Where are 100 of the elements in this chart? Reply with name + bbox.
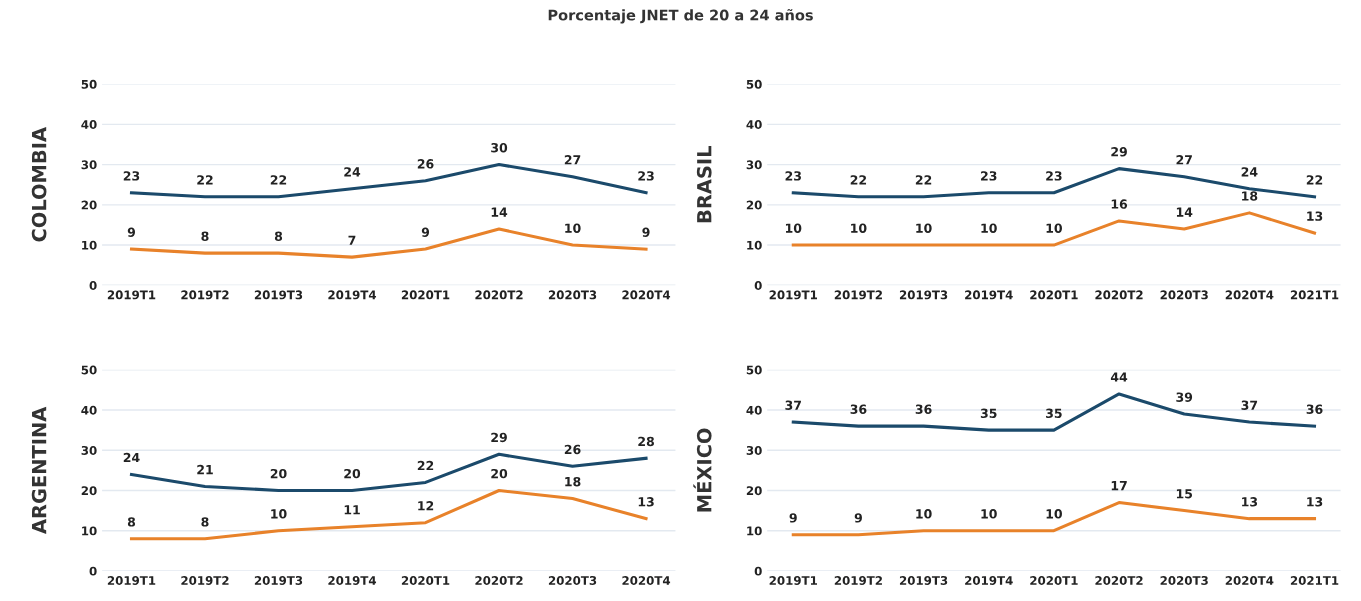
x-tick-label: 2020T2 bbox=[475, 576, 523, 585]
x-tick-label: 2020T1 bbox=[1030, 576, 1078, 585]
x-tick-label: 2020T3 bbox=[1160, 576, 1208, 585]
x-tick-label: 2019T4 bbox=[965, 576, 1013, 585]
y-tick-label: 0 bbox=[89, 281, 97, 290]
data-label: 15 bbox=[1176, 489, 1193, 499]
x-tick-label: 2019T3 bbox=[899, 576, 948, 585]
y-tick-label: 50 bbox=[746, 365, 762, 375]
data-label: 10 bbox=[1046, 509, 1062, 519]
x-tick-label: 2019T1 bbox=[107, 290, 156, 300]
x-tick-label: 2021T1 bbox=[1290, 290, 1339, 300]
x-tick-label: 2019T2 bbox=[181, 290, 229, 300]
data-label: 22 bbox=[417, 460, 434, 471]
data-label: 20 bbox=[344, 468, 361, 479]
data-label: 13 bbox=[1307, 497, 1323, 507]
data-label: 10 bbox=[916, 509, 932, 519]
y-tick-label: 20 bbox=[81, 486, 97, 496]
x-tick-label: 2020T1 bbox=[1030, 290, 1078, 300]
data-label: 10 bbox=[1046, 223, 1062, 233]
data-label: 13 bbox=[1242, 497, 1258, 507]
data-label: 7 bbox=[348, 235, 356, 245]
data-label: 14 bbox=[1176, 207, 1193, 217]
chart-title: Porcentaje JNET de 20 a 24 años bbox=[548, 9, 813, 24]
data-label: 8 bbox=[201, 517, 209, 527]
y-tick-label: 0 bbox=[89, 566, 97, 576]
x-tick-label: 2020T3 bbox=[548, 576, 597, 585]
data-label: 10 bbox=[916, 223, 932, 233]
data-label: 10 bbox=[271, 509, 287, 519]
data-label: 28 bbox=[638, 436, 654, 447]
y-tick-label: 0 bbox=[754, 566, 762, 576]
y-tick-label: 50 bbox=[81, 365, 97, 375]
data-label: 23 bbox=[1046, 171, 1062, 181]
y-tick-label: 30 bbox=[81, 445, 97, 455]
x-tick-label: 2019T1 bbox=[107, 576, 156, 585]
y-tick-label: 0 bbox=[754, 281, 762, 290]
data-label: 9 bbox=[789, 513, 797, 523]
data-label: 9 bbox=[642, 227, 650, 237]
x-tick-label: 2019T4 bbox=[328, 576, 377, 585]
data-label: 16 bbox=[1111, 199, 1128, 209]
y-tick-label: 40 bbox=[746, 120, 762, 130]
data-label: 22 bbox=[915, 175, 932, 185]
data-label: 18 bbox=[565, 476, 581, 487]
data-label: 35 bbox=[980, 408, 997, 418]
y-tick-label: 50 bbox=[81, 79, 97, 89]
x-tick-label: 2019T1 bbox=[769, 576, 818, 585]
x-tick-label: 2020T4 bbox=[1225, 576, 1274, 585]
x-tick-label: 2020T4 bbox=[622, 290, 671, 300]
x-tick-label: 2019T2 bbox=[181, 576, 229, 585]
x-tick-label: 2020T2 bbox=[1095, 576, 1143, 585]
data-label: 35 bbox=[1046, 408, 1062, 418]
data-label: 27 bbox=[1176, 155, 1192, 165]
x-tick-label: 2019T4 bbox=[965, 290, 1013, 300]
data-label: 22 bbox=[197, 175, 213, 185]
data-label: 29 bbox=[1111, 147, 1127, 157]
x-tick-label: 2020T4 bbox=[1225, 290, 1274, 300]
x-tick-label: 2019T4 bbox=[328, 290, 377, 300]
x-tick-label: 2019T3 bbox=[254, 576, 303, 585]
data-label: 27 bbox=[564, 155, 581, 165]
x-tick-label: 2020T2 bbox=[1095, 290, 1143, 300]
data-label: 30 bbox=[491, 143, 508, 153]
data-label: 13 bbox=[1307, 211, 1323, 221]
x-tick-label: 2019T2 bbox=[834, 576, 882, 585]
data-label: 36 bbox=[915, 404, 932, 414]
y-tick-label: 10 bbox=[82, 526, 97, 536]
x-tick-label: 2020T1 bbox=[401, 576, 450, 585]
data-label: 17 bbox=[1111, 481, 1127, 491]
x-tick-label: 2019T3 bbox=[899, 290, 948, 300]
data-label: 9 bbox=[854, 513, 862, 523]
data-label: 20 bbox=[270, 468, 287, 479]
data-label: 24 bbox=[1241, 167, 1258, 177]
data-label: 22 bbox=[1306, 175, 1323, 185]
y-axis-title: MÉXICO bbox=[693, 428, 712, 512]
data-label: 8 bbox=[274, 231, 283, 241]
x-tick-label: 2019T1 bbox=[769, 290, 818, 300]
data-label: 20 bbox=[491, 468, 508, 479]
x-tick-label: 2020T4 bbox=[622, 576, 671, 585]
data-label: 26 bbox=[417, 159, 434, 169]
data-label: 8 bbox=[127, 517, 136, 527]
data-label: 18 bbox=[1242, 191, 1258, 201]
y-tick-label: 40 bbox=[81, 120, 97, 130]
data-label: 10 bbox=[981, 509, 997, 519]
data-label: 8 bbox=[201, 231, 209, 241]
y-tick-label: 10 bbox=[747, 240, 762, 250]
data-label: 24 bbox=[123, 452, 140, 463]
x-tick-label: 2021T1 bbox=[1290, 576, 1339, 585]
y-tick-label: 20 bbox=[746, 486, 762, 496]
y-tick-label: 20 bbox=[81, 200, 97, 210]
x-tick-label: 2020T3 bbox=[548, 290, 597, 300]
data-label: 39 bbox=[1176, 392, 1193, 402]
data-label: 9 bbox=[421, 227, 430, 237]
data-label: 23 bbox=[123, 171, 140, 181]
data-label: 11 bbox=[344, 505, 360, 515]
data-label: 23 bbox=[785, 171, 801, 181]
data-label: 10 bbox=[851, 223, 867, 233]
y-tick-label: 30 bbox=[746, 160, 762, 170]
data-label: 22 bbox=[850, 175, 867, 185]
data-label: 36 bbox=[1306, 404, 1323, 414]
y-tick-label: 30 bbox=[81, 160, 97, 170]
x-tick-label: 2020T1 bbox=[401, 290, 450, 300]
x-tick-label: 2020T2 bbox=[475, 290, 523, 300]
